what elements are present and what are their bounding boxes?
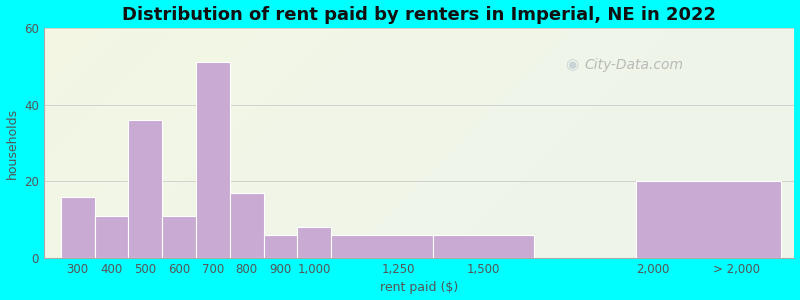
Bar [230, 193, 264, 258]
Bar [331, 235, 433, 258]
Text: ◉: ◉ [566, 57, 578, 72]
Bar [264, 235, 298, 258]
Y-axis label: households: households [6, 107, 18, 178]
Bar [128, 120, 162, 258]
Bar [433, 235, 534, 258]
Title: Distribution of rent paid by renters in Imperial, NE in 2022: Distribution of rent paid by renters in … [122, 6, 716, 24]
Bar [94, 216, 128, 258]
Bar [61, 197, 94, 258]
Bar [196, 62, 230, 258]
Text: City-Data.com: City-Data.com [584, 58, 683, 72]
Bar [162, 216, 196, 258]
Bar [298, 227, 331, 258]
X-axis label: rent paid ($): rent paid ($) [380, 281, 458, 294]
Bar [635, 181, 781, 258]
